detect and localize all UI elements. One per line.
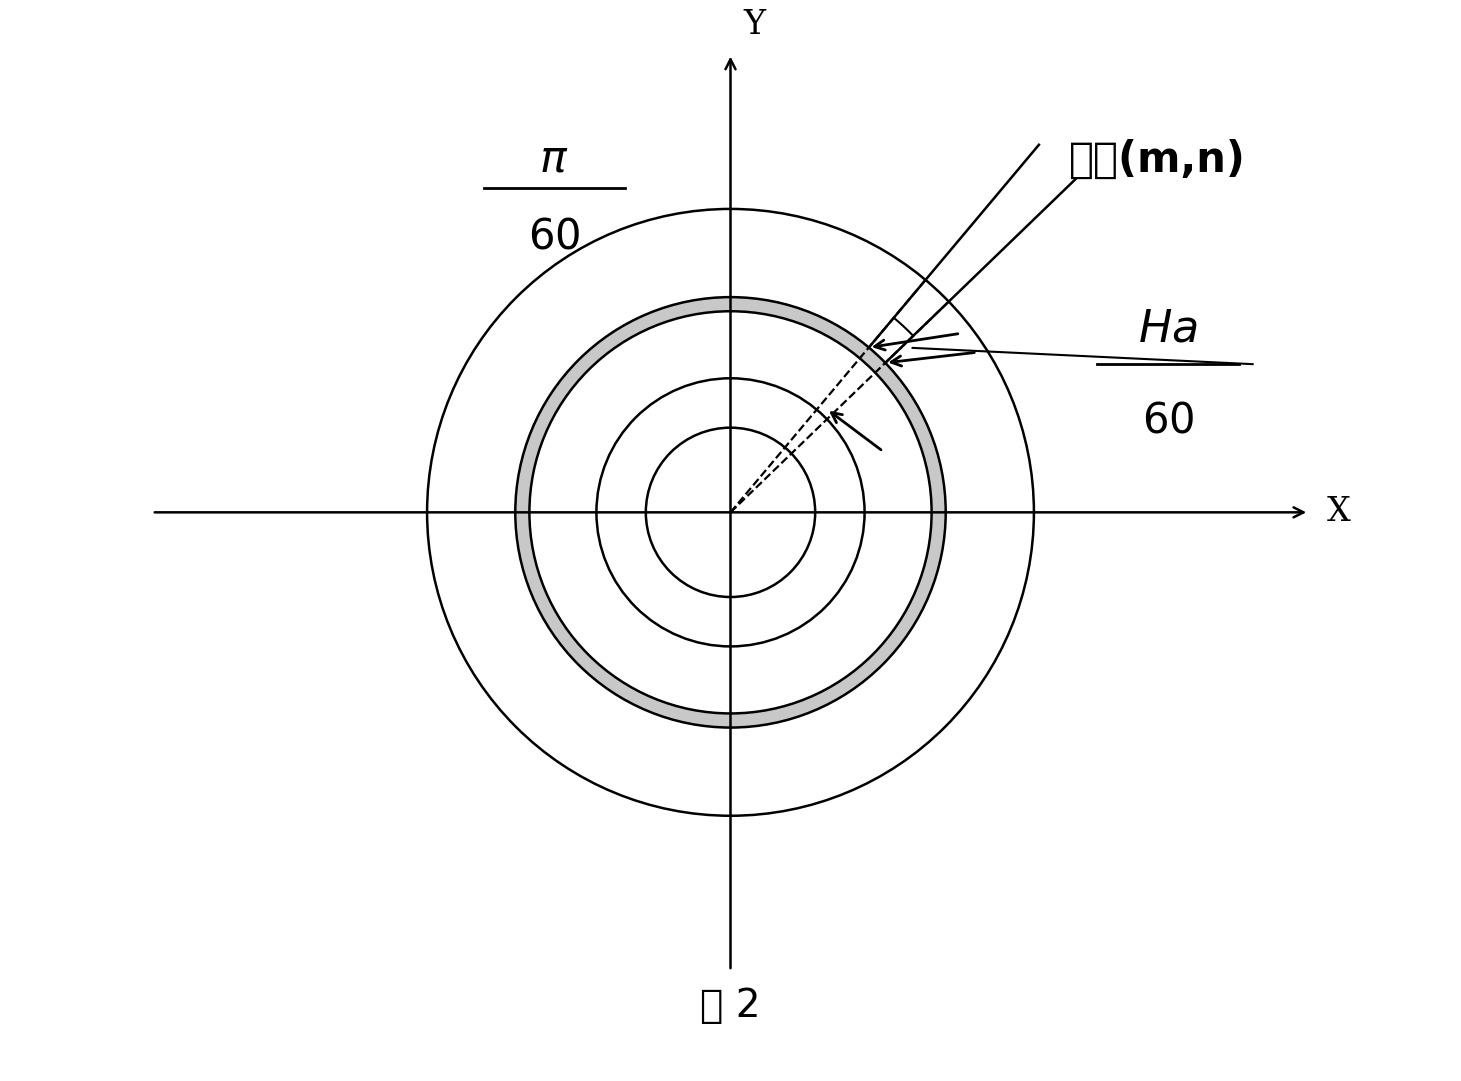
Circle shape <box>529 311 932 713</box>
Text: X: X <box>1327 496 1350 529</box>
Circle shape <box>516 297 945 728</box>
Text: Y: Y <box>744 9 766 41</box>
Text: 网格(m,n): 网格(m,n) <box>1069 138 1246 181</box>
Text: $60$: $60$ <box>1143 400 1194 441</box>
Text: $\pi$: $\pi$ <box>539 137 568 181</box>
Text: $Ha$: $Ha$ <box>1138 307 1198 350</box>
Text: $60$: $60$ <box>527 216 580 258</box>
Text: 图 2: 图 2 <box>700 987 761 1025</box>
